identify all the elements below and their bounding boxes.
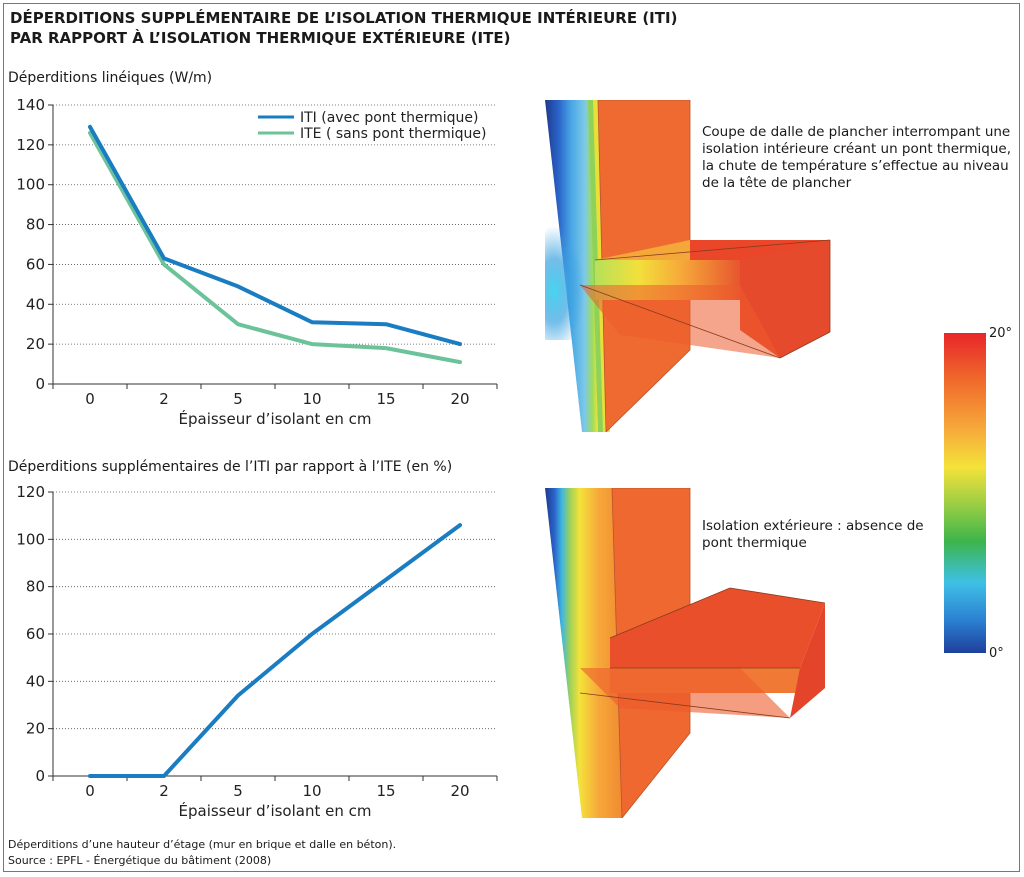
chart2-ytick-label: 20 xyxy=(26,720,45,738)
chart2-ytick-label: 80 xyxy=(26,578,45,596)
chart2-xtick-label: 15 xyxy=(376,782,395,800)
chart1-ytick-label: 20 xyxy=(26,335,45,353)
chart1-ytick-label: 140 xyxy=(16,96,45,114)
chart2-xtick-label: 2 xyxy=(159,782,169,800)
chart1-xtick-label: 0 xyxy=(85,390,95,408)
chart1-ytick-label: 0 xyxy=(35,375,45,393)
chart1-xtick-label: 5 xyxy=(233,390,243,408)
chart2-ytick-label: 120 xyxy=(16,483,45,501)
chart1-xtick-label: 2 xyxy=(159,390,169,408)
caption-ite: Isolation extérieure : absence de pont t… xyxy=(702,518,924,551)
chart2-xtick-label: 5 xyxy=(233,782,243,800)
chart1-legend-label-1: ITE ( sans pont thermique) xyxy=(300,126,487,142)
chart1-ytick-label: 100 xyxy=(16,176,45,194)
figure-title: DÉPERDITIONS SUPPLÉMENTAIRE DE L’ISOLATI… xyxy=(10,8,677,48)
footnote: Déperditions d’une hauteur d’étage (mur … xyxy=(8,837,396,869)
temperature-gradient-bar xyxy=(944,333,986,653)
chart2-ytick-label: 100 xyxy=(16,530,45,548)
caption-iti: Coupe de dalle de plancher interrompant … xyxy=(702,124,1011,191)
chart2-xtick-label: 20 xyxy=(450,782,469,800)
temperature-color-scale xyxy=(944,333,986,653)
thermal-section-ite-illustration xyxy=(545,488,826,818)
chart2-xtick-label: 10 xyxy=(302,782,321,800)
chart1-ylabel: Déperditions linéiques (W/m) xyxy=(8,70,213,86)
chart2-xlabel: Épaisseur d’isolant en cm xyxy=(179,801,372,820)
chart1-xlabel: Épaisseur d’isolant en cm xyxy=(179,409,372,428)
chart1-xtick-label: 15 xyxy=(376,390,395,408)
thermal-section-iti-illustration xyxy=(545,100,831,432)
title-line-2: PAR RAPPORT À L’ISOLATION THERMIQUE EXTÉ… xyxy=(10,29,511,47)
chart1-legend-label-0: ITI (avec pont thermique) xyxy=(300,110,478,126)
chart1-series-line-0 xyxy=(88,124,462,347)
chart1-xtick-label: 20 xyxy=(450,390,469,408)
chart1-xtick-label: 10 xyxy=(302,390,321,408)
chart1-linear-losses: 0 20 40 60 80 100 120 140 0 2 5 10 15 20 Épaisseur d’i… xyxy=(16,96,498,428)
chart1-ytick-label: 80 xyxy=(26,216,45,234)
chart1-ytick-label: 120 xyxy=(16,136,45,154)
chart1-ytick-label: 60 xyxy=(26,255,45,273)
chart2-ytick-label: 40 xyxy=(26,672,45,690)
chart1-ytick-label: 40 xyxy=(26,295,45,313)
footnote-line-1: Déperditions d’une hauteur d’étage (mur … xyxy=(8,838,397,851)
chart2-extra-losses: 0 20 40 60 80 100 120 0 2 5 10 15 20 Épaisseur d’isol… xyxy=(16,483,498,820)
chart2-ytick-label: 0 xyxy=(35,767,45,785)
chart2-xtick-label: 0 xyxy=(85,782,95,800)
chart1-series-line-1 xyxy=(88,130,462,365)
chart2-ytick-label: 60 xyxy=(26,625,45,643)
title-line-1: DÉPERDITIONS SUPPLÉMENTAIRE DE L’ISOLATI… xyxy=(10,9,678,27)
figure-frame xyxy=(3,3,1020,872)
scale-max-label: 20° xyxy=(989,326,1013,341)
footnote-line-2: Source : EPFL - Énergétique du bâtiment … xyxy=(8,854,272,867)
scale-min-label: 0° xyxy=(989,646,1004,661)
chart2-series-line-0 xyxy=(88,523,462,778)
chart2-ylabel: Déperditions supplémentaires de l’ITI pa… xyxy=(8,459,453,475)
